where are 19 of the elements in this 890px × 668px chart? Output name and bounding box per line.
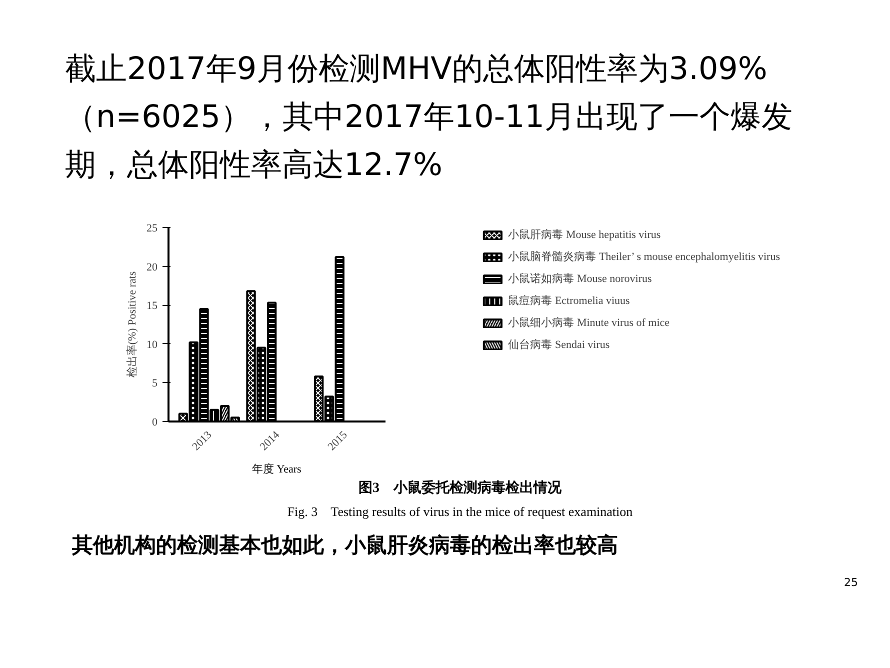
y-tick-label: 10: [146, 338, 158, 351]
legend-label: 小鼠肝病毒 Mouse hepatitis virus: [508, 228, 661, 242]
y-tick-label: 5: [152, 378, 158, 390]
legend-label: 小鼠细小病毒 Minute virus of mice: [508, 316, 670, 330]
legend-label: 仙台病毒 Sendai virus: [508, 338, 610, 352]
y-axis-title: 检出率(%) Positive rats: [126, 271, 138, 378]
x-axis-title: 年度 Years: [252, 462, 302, 476]
legend-label: 小鼠诺如病毒 Mouse norovirus: [508, 272, 652, 286]
chart-title: 截止2017年9月份检测MHV的总体阳性率为3.09%（n=6025），其中2017年10-11月出现了一个爆发期，总体阳性率高达12.7%: [65, 50, 794, 186]
y-tick-label: 0: [152, 416, 158, 428]
text: 其他机构的检测基本也如此，小鼠肝炎病毒的检出率也较高: [72, 532, 618, 559]
y-tick-label: 20: [146, 261, 158, 274]
caption: Fig. 3 Testing results of virus in the mice of request examination: [287, 504, 633, 521]
text: 25: [844, 576, 858, 590]
legend-label: 小鼠脑脊髓炎病毒 Theiler’ s mouse encephalomyelitis virus: [508, 250, 780, 264]
y-tick-label: 15: [146, 300, 158, 312]
caption: 图3 小鼠委托检测病毒检出情况: [358, 480, 562, 498]
legend-label: 鼠痘病毒 Ectromelia viuus: [508, 294, 630, 308]
y-tick-label: 25: [146, 222, 158, 234]
